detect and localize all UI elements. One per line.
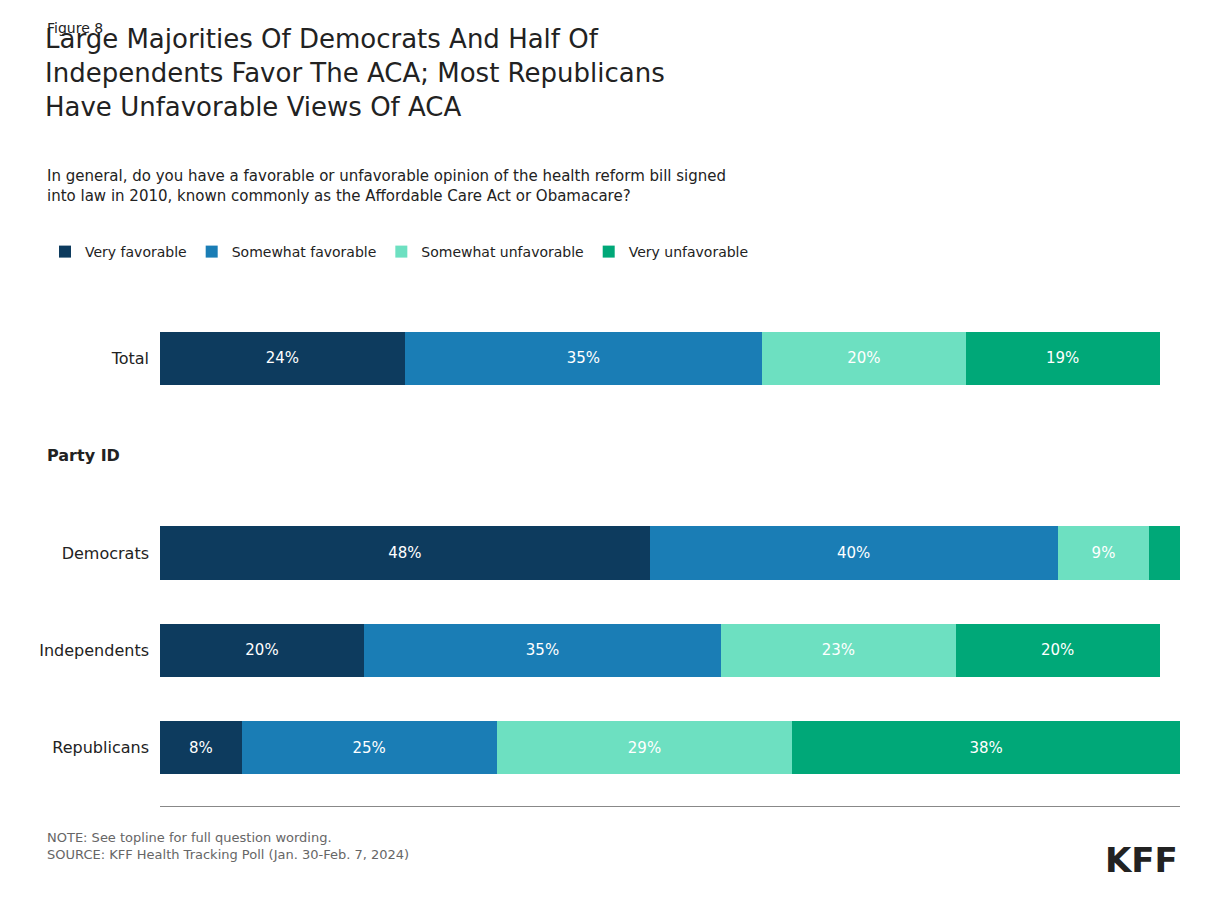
svg-text:25%: 25% <box>352 739 385 757</box>
svg-text:23%: 23% <box>822 641 855 659</box>
svg-text:20%: 20% <box>847 349 880 367</box>
svg-text:Republicans: Republicans <box>52 738 149 757</box>
svg-text:In general, do you have a favo: In general, do you have a favorable or u… <box>47 167 726 205</box>
svg-text:40%: 40% <box>837 544 870 562</box>
svg-text:Somewhat favorable: Somewhat favorable <box>232 244 377 260</box>
svg-text:24%: 24% <box>266 349 299 367</box>
svg-text:Very unfavorable: Very unfavorable <box>629 244 748 260</box>
svg-text:38%: 38% <box>970 739 1003 757</box>
svg-text:Party ID: Party ID <box>47 446 120 465</box>
svg-text:Figure 8: Figure 8 <box>47 20 103 36</box>
svg-text:48%: 48% <box>388 544 421 562</box>
svg-text:Somewhat unfavorable: Somewhat unfavorable <box>421 244 583 260</box>
svg-text:35%: 35% <box>526 641 559 659</box>
svg-text:19%: 19% <box>1046 349 1079 367</box>
svg-text:NOTE: See topline for full que: NOTE: See topline for full question word… <box>47 830 409 862</box>
svg-text:8%: 8% <box>189 739 213 757</box>
svg-text:Democrats: Democrats <box>62 544 149 563</box>
svg-text:Total: Total <box>111 349 149 368</box>
svg-text:9%: 9% <box>1092 544 1116 562</box>
svg-text:35%: 35% <box>567 349 600 367</box>
svg-text:Very favorable: Very favorable <box>85 244 187 260</box>
svg-text:Independents: Independents <box>39 641 149 660</box>
svg-text:20%: 20% <box>1041 641 1074 659</box>
svg-text:29%: 29% <box>628 739 661 757</box>
svg-text:KFF: KFF <box>1105 840 1178 880</box>
svg-text:20%: 20% <box>245 641 278 659</box>
svg-text:Large Majorities Of Democrats: Large Majorities Of Democrats And Half O… <box>45 24 665 122</box>
